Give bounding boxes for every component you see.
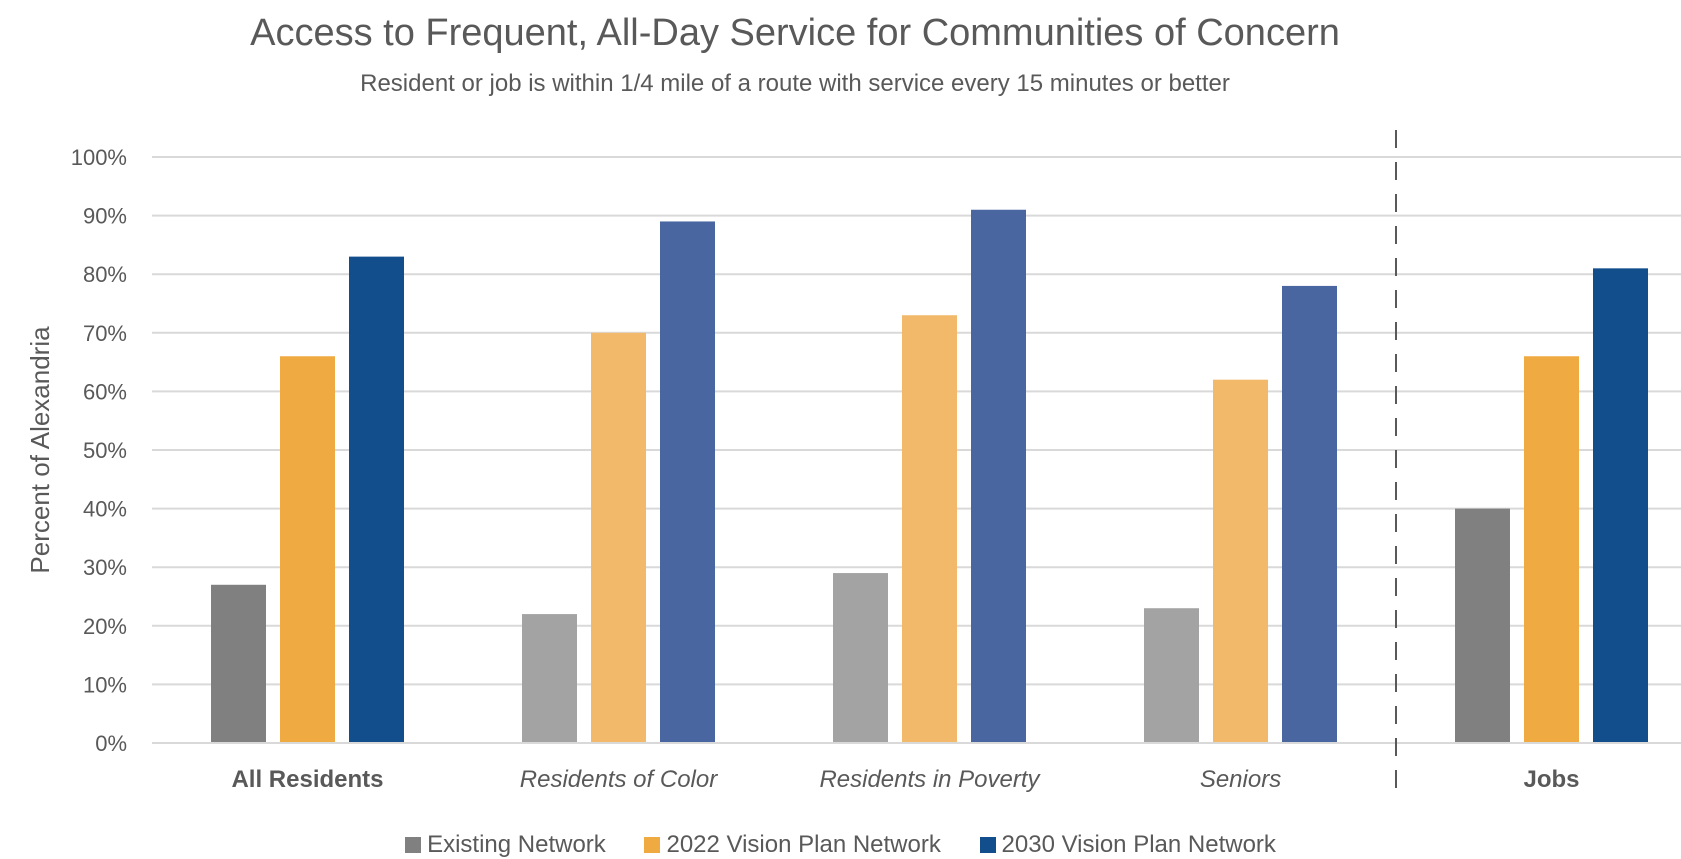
x-category-label: Jobs bbox=[1523, 766, 1579, 793]
y-tick-label: 90% bbox=[83, 204, 127, 229]
y-tick-label: 10% bbox=[83, 672, 127, 697]
y-tick-label: 60% bbox=[83, 379, 127, 404]
y-tick-label: 30% bbox=[83, 555, 127, 580]
legend-label-2030: 2030 Vision Plan Network bbox=[1001, 830, 1276, 858]
legend-label-2022: 2022 Vision Plan Network bbox=[666, 830, 941, 858]
bar-0-3 bbox=[1144, 608, 1199, 743]
bar-1-2 bbox=[902, 315, 957, 743]
legend-item-existing: Existing Network bbox=[405, 831, 606, 859]
bar-1-4 bbox=[1524, 356, 1579, 743]
legend-swatch-2022 bbox=[644, 836, 661, 853]
y-tick-label: 20% bbox=[83, 614, 127, 639]
legend-swatch-existing bbox=[405, 836, 422, 853]
y-tick-label: 100% bbox=[71, 145, 127, 170]
bar-0-1 bbox=[522, 614, 577, 743]
y-tick-label: 50% bbox=[83, 438, 127, 463]
x-category-label: Residents of Color bbox=[520, 766, 718, 793]
y-tick-label: 80% bbox=[83, 262, 127, 287]
y-axis-label: Percent of Alexandria bbox=[25, 326, 55, 574]
bar-2-4 bbox=[1593, 268, 1648, 743]
bar-0-0 bbox=[211, 584, 266, 743]
bar-0-4 bbox=[1455, 508, 1510, 743]
bar-2-0 bbox=[349, 256, 404, 743]
legend-item-2022: 2022 Vision Plan Network bbox=[644, 830, 941, 859]
chart-legend: Existing Network 2022 Vision Plan Networ… bbox=[0, 830, 1681, 859]
bar-1-1 bbox=[591, 332, 646, 743]
chart-subtitle: Resident or job is within 1/4 mile of a … bbox=[360, 70, 1230, 97]
bar-1-0 bbox=[280, 356, 335, 743]
y-tick-label: 0% bbox=[95, 731, 127, 756]
bar-1-3 bbox=[1213, 379, 1268, 743]
x-category-label: Residents in Poverty bbox=[819, 766, 1041, 793]
bar-0-2 bbox=[833, 573, 888, 743]
y-tick-label: 40% bbox=[83, 497, 127, 522]
bar-2-2 bbox=[971, 209, 1026, 744]
bar-2-1 bbox=[660, 221, 715, 743]
bar-chart: 0% 10% 20% 30% 40% 50% 60% 70% 80% 90% 100% Percent… bbox=[25, 130, 1681, 798]
legend-item-2030: 2030 Vision Plan Network bbox=[979, 830, 1276, 859]
legend-label-existing: Existing Network bbox=[427, 830, 606, 858]
bar-2-3 bbox=[1282, 285, 1337, 743]
y-tick-label: 70% bbox=[83, 321, 127, 346]
x-category-label: Seniors bbox=[1200, 766, 1281, 793]
legend-swatch-2030 bbox=[979, 836, 996, 853]
x-category-label: All Residents bbox=[231, 766, 383, 793]
chart-title: Access to Frequent, All-Day Service for … bbox=[250, 12, 1340, 54]
